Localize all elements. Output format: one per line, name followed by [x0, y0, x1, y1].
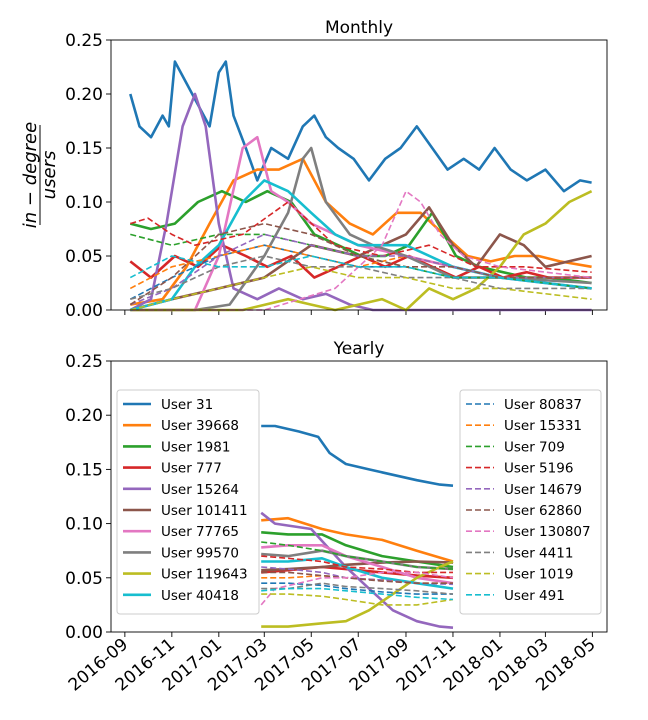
series-line-user-15264 — [260, 511, 454, 629]
legend-label: User 15264 — [161, 482, 239, 498]
series-line-user-119643 — [261, 560, 454, 628]
series-line-user-4411 — [261, 582, 454, 595]
legend-label: User 709 — [504, 439, 565, 455]
monthly-axes-frame — [110, 39, 608, 311]
series-line-user-80837 — [261, 582, 453, 595]
legend-label: User 15331 — [504, 418, 582, 434]
yearly-x-ticks: 2016-092016-112017-012017-032017-052017-… — [65, 632, 600, 695]
legend-box — [459, 389, 602, 615]
series-line-user-4411 — [130, 255, 592, 300]
y-tick-label: 0.00 — [65, 301, 103, 321]
yearly-panel: Yearly 0.00 0.05 0.10 0.15 0.20 0.25 2016-092… — [65, 339, 608, 695]
legend-label: User 99570 — [161, 545, 239, 561]
series-line-user-491 — [261, 587, 454, 601]
monthly-series-lines — [129, 60, 593, 312]
yearly-title: Yearly — [333, 339, 385, 359]
legend-label: User 119643 — [161, 567, 248, 583]
y-tick-label: 0.00 — [65, 623, 103, 643]
y-tick-label: 0.25 — [65, 352, 103, 372]
y-tick-label: 0.20 — [65, 85, 103, 105]
legend-label: User 777 — [161, 461, 222, 477]
y-tick-label: 0.05 — [65, 247, 103, 267]
legend-label: User 14679 — [504, 482, 582, 498]
series-line-user-40418 — [129, 179, 592, 312]
legend-solid-series: User 31 User 39668 User 1981 User 777 User 1… — [116, 389, 260, 615]
y-tick-label: 0.20 — [65, 406, 103, 426]
series-line-user-39668 — [261, 516, 454, 563]
series-line-user-31 — [129, 60, 592, 193]
series-line-user-1019 — [130, 265, 592, 311]
yearly-y-ticks: 0.00 0.05 0.10 0.15 0.20 0.25 — [65, 352, 111, 643]
series-line-user-130807 — [130, 190, 592, 311]
series-line-user-101411 — [129, 206, 592, 312]
legend-label: User 130807 — [504, 524, 591, 540]
y-tick-label: 0.05 — [65, 569, 103, 589]
series-line-user-709 — [261, 541, 454, 570]
y-tick-label: 0.25 — [65, 31, 103, 51]
legend-label: User 31 — [161, 397, 213, 413]
series-line-user-99570 — [130, 146, 592, 312]
series-line-user-5196 — [130, 201, 592, 273]
legend-label: User 4411 — [504, 545, 573, 561]
y-tick-label: 0.15 — [65, 139, 103, 159]
legend-label: User 491 — [504, 588, 565, 604]
series-line-user-1981 — [129, 189, 592, 285]
legend-dashed-series: User 80837 User 15331 User 709 User 5196 Use… — [459, 389, 602, 615]
monthly-y-ticks: 0.00 0.05 0.10 0.15 0.20 0.25 — [65, 31, 111, 321]
legend-label: User 77765 — [161, 524, 239, 540]
series-line-user-101411 — [261, 560, 454, 572]
series-line-user-1019 — [261, 593, 454, 606]
series-line-user-39668 — [130, 157, 592, 306]
series-line-user-130807 — [260, 571, 454, 606]
monthly-title: Monthly — [325, 18, 393, 38]
yearly-series-lines — [260, 424, 454, 629]
series-line-user-491 — [129, 255, 592, 290]
series-line-user-77765 — [130, 135, 592, 312]
y-tick-label: 0.10 — [65, 193, 103, 213]
legend-label: User 1981 — [161, 439, 230, 455]
legend-label: User 62860 — [504, 503, 582, 519]
y-tick-label: 0.15 — [65, 460, 103, 480]
legend-label: User 1019 — [504, 567, 573, 583]
series-line-user-31 — [261, 424, 454, 487]
legend-label: User 39668 — [161, 418, 239, 434]
yearly-axes-frame — [110, 360, 608, 633]
legend-label: User 40418 — [161, 588, 239, 604]
series-line-user-62860 — [129, 222, 592, 306]
legend-label: User 5196 — [504, 461, 573, 477]
series-line-user-14679 — [130, 233, 592, 306]
y-tick-label: 0.10 — [65, 515, 103, 535]
monthly-panel: Monthly 0.00 0.05 0.10 0.15 0.20 0.25 in − de… — [20, 18, 608, 321]
legend-box — [116, 389, 260, 615]
legend-label: User 80837 — [504, 397, 582, 413]
monthly-y-axis-label: in − degree users — [20, 122, 60, 228]
legend-label: User 101411 — [161, 503, 248, 519]
y-label-denominator: users — [39, 151, 60, 200]
y-label-numerator: in − degree — [20, 122, 41, 228]
